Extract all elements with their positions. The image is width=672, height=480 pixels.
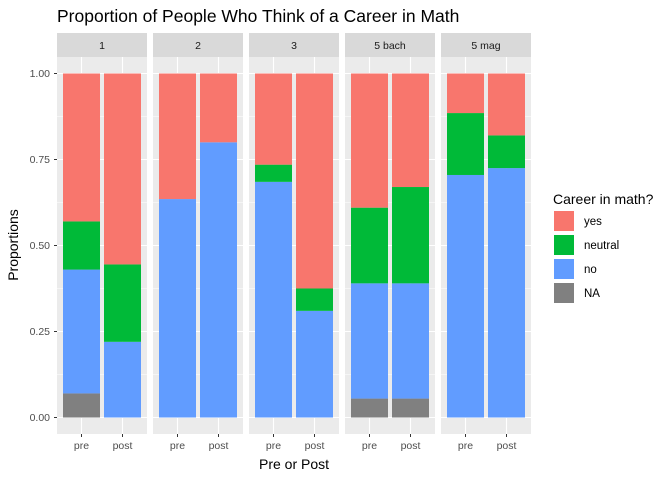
bar-segment-no	[255, 181, 292, 418]
y-tick-label: 0.25	[30, 326, 51, 338]
x-tick-label: post	[497, 440, 517, 452]
legend-key-yes	[554, 211, 574, 231]
facet-strip-label: 5 bach	[374, 40, 406, 52]
y-axis: 0.00 0.25 0.50 0.75 1.00	[30, 68, 57, 424]
y-tick-label: 0.50	[30, 240, 51, 252]
bar-segment-yes	[447, 73, 484, 114]
bar-segment-neutral	[63, 221, 100, 270]
y-tick-label: 0.00	[30, 412, 51, 424]
x-tick-label: post	[305, 440, 325, 452]
facet-strip	[441, 33, 531, 57]
facet-strip-label: 1	[99, 40, 105, 52]
legend-label: no	[584, 264, 597, 276]
facet-panel: 5 bach pre post	[345, 33, 435, 452]
legend-label: neutral	[584, 240, 619, 252]
bar-segment-yes	[63, 73, 100, 222]
bar-segment-na	[63, 393, 100, 418]
bar-segment-yes	[296, 73, 333, 289]
facet-strip-label: 3	[291, 40, 297, 52]
legend-label: yes	[584, 216, 602, 228]
bar-segment-neutral	[104, 264, 141, 342]
facet-strip	[249, 33, 339, 57]
x-tick-label: pre	[362, 440, 377, 452]
bar-segment-neutral	[488, 135, 525, 169]
y-tick-label: 0.75	[30, 154, 51, 166]
y-axis-title: Proportions	[5, 209, 21, 281]
chart-title: Proportion of People Who Think of a Care…	[57, 6, 459, 26]
bar-segment-yes	[159, 73, 196, 200]
facet-strip	[345, 33, 435, 57]
bar-segment-no	[63, 269, 100, 394]
bar-segment-no	[104, 341, 141, 418]
facet-strip	[57, 33, 147, 57]
y-tick-label: 1.00	[30, 68, 51, 80]
x-tick-label: post	[113, 440, 133, 452]
legend: Career in math? yes neutral no NA	[553, 191, 654, 303]
x-tick-label: pre	[74, 440, 89, 452]
facet-panel: 2 pre post	[153, 33, 243, 452]
bar-segment-neutral	[296, 288, 333, 311]
bar-segment-neutral	[392, 187, 429, 284]
legend-title: Career in math?	[553, 191, 654, 207]
facet-panel: 3 pre post	[249, 33, 339, 452]
legend-key-no	[554, 259, 574, 279]
bar-segment-neutral	[351, 207, 388, 284]
bar-segment-yes	[255, 73, 292, 165]
bar-segment-na	[351, 398, 388, 418]
bar-segment-no	[351, 283, 388, 399]
legend-key-neutral	[554, 235, 574, 255]
legend-label: NA	[584, 288, 600, 300]
x-tick-label: pre	[170, 440, 185, 452]
bar-segment-no	[488, 168, 525, 418]
bar-segment-yes	[351, 73, 388, 208]
x-tick-label: post	[401, 440, 421, 452]
bar-segment-no	[200, 142, 237, 418]
facet-strip-label: 5 mag	[471, 40, 500, 52]
legend-key-na	[554, 283, 574, 303]
bar-segment-na	[392, 398, 429, 418]
bar-segment-no	[447, 174, 484, 418]
facet-panel: 5 mag pre post	[441, 33, 531, 452]
bar-segment-yes	[200, 73, 237, 143]
bar-segment-yes	[392, 73, 429, 188]
facet-panel: 1 pre post	[57, 33, 147, 452]
bar-segment-no	[392, 283, 429, 399]
bar-segment-neutral	[447, 113, 484, 175]
bar-segment-yes	[488, 73, 525, 136]
facet-strip-label: 2	[195, 40, 201, 52]
x-axis-title: Pre or Post	[259, 456, 329, 472]
x-tick-label: pre	[458, 440, 473, 452]
x-tick-label: post	[209, 440, 229, 452]
facet-strip	[153, 33, 243, 57]
x-tick-label: pre	[266, 440, 281, 452]
bar-segment-neutral	[255, 164, 292, 182]
bar-segment-yes	[104, 73, 141, 265]
bar-segment-no	[159, 199, 196, 418]
bar-segment-no	[296, 310, 333, 418]
